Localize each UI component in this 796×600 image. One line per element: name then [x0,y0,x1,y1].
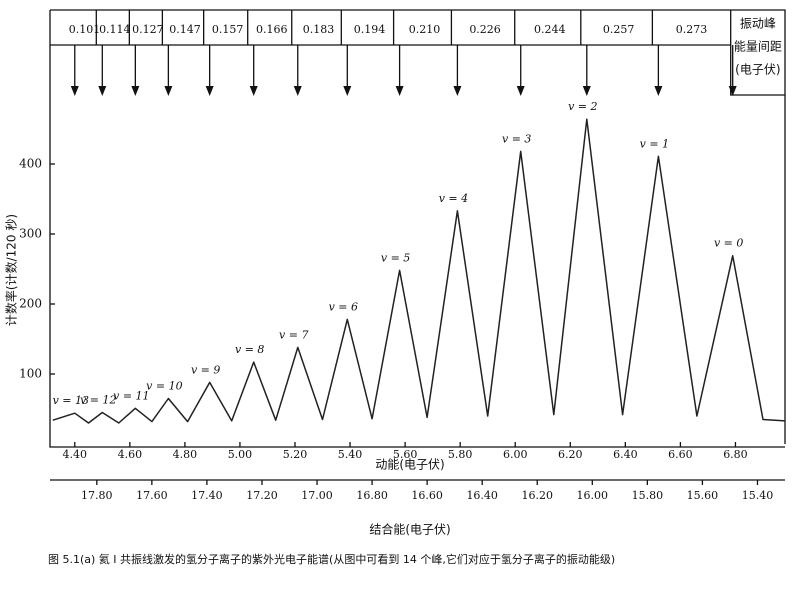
arrow-head [98,86,107,96]
peak-label: v = 2 [568,100,597,113]
spacing-title: 振动峰 [740,17,776,31]
x2-tick-label: 17.40 [191,489,223,502]
arrow-head [343,86,352,96]
x2-tick-label: 17.80 [81,489,113,502]
x2-axis-label: 结合能(电子伏) [369,522,450,537]
peak-label: v = 10 [146,380,182,393]
spacing-value: 0.210 [409,23,441,36]
arrow-head [395,86,404,96]
peak-label: v = 6 [329,300,358,313]
spacing-value: 0.183 [303,23,335,36]
x-tick-label: 4.60 [118,448,143,461]
arrow-head [453,86,462,96]
x2-tick-label: 16.80 [356,489,388,502]
x-tick-label: 5.00 [228,448,253,461]
spacing-value: 0.194 [354,23,386,36]
peak-label: v = 3 [502,132,531,145]
arrow-head [249,86,258,96]
x-tick-label: 6.00 [503,448,528,461]
spacing-value: 0.257 [603,23,635,36]
peak-label: v = 12 [80,394,116,407]
spacing-value: 0.157 [212,23,244,36]
x-tick-label: 5.40 [338,448,363,461]
spacing-box [50,10,785,96]
x2-tick-label: 15.40 [742,489,774,502]
y-axis-label: 计数率(计数/120 秒) [4,214,19,326]
x-tick-label: 5.20 [283,448,308,461]
arrow-head [205,86,214,96]
x-tick-label: 4.40 [63,448,88,461]
x2-tick-label: 17.20 [246,489,278,502]
x2-tick-label: 16.40 [466,489,498,502]
x-tick-label: 6.20 [558,448,583,461]
y-tick-label: 400 [19,157,42,171]
spacing-value: 0.226 [469,23,501,36]
x2-tick-label: 16.00 [577,489,609,502]
y-tick-label: 200 [19,297,42,311]
caption: 图 5.1(a) 氦 I 共振线激发的氢分子离子的紫外光电子能谱(从图中可看到 … [48,552,615,566]
spectrum-line [52,118,786,424]
peak-label: v = 13 [53,394,89,407]
x-tick-label: 6.60 [668,448,693,461]
peak-label: v = 1 [640,137,669,150]
spacing-value: 0.147 [169,23,201,36]
arrow-head [164,86,173,96]
x-tick-label: 6.40 [613,448,638,461]
x2-tick-label: 17.00 [301,489,333,502]
arrow-head [582,86,591,96]
y-tick-label: 100 [19,367,42,381]
spacing-value: 0.101 [69,23,101,36]
x2-tick-label: 17.60 [136,489,168,502]
x-tick-label: 5.80 [448,448,473,461]
spacing-title: (电子伏) [735,63,780,77]
peak-label: v = 8 [235,343,264,356]
arrow-head [70,86,79,96]
x-tick-label: 5.60 [393,448,418,461]
x2-tick-label: 16.60 [411,489,443,502]
arrow-head [654,86,663,96]
spacing-value: 0.114 [99,23,131,36]
x2-tick-label: 15.60 [687,489,719,502]
spacing-value: 0.127 [132,23,164,36]
peak-label: v = 9 [191,363,220,376]
spacing-value: 0.166 [256,23,288,36]
x2-tick-label: 16.20 [521,489,553,502]
y-tick-label: 300 [19,227,42,241]
arrow-head [293,86,302,96]
peak-label: v = 4 [439,192,468,205]
peak-label: v = 11 [113,389,149,402]
arrow-head [131,86,140,96]
spacing-title: 能量间距 [734,40,782,54]
peak-label: v = 0 [714,237,743,250]
x-tick-label: 4.80 [173,448,198,461]
spacing-value: 0.244 [534,23,566,36]
x-tick-label: 6.80 [723,448,748,461]
arrow-head [516,86,525,96]
peak-label: v = 7 [279,328,308,341]
plot-frame [49,9,786,448]
peak-label: v = 5 [381,251,410,264]
spacing-value: 0.273 [676,23,708,36]
x-axis-label: 动能(电子伏) [375,458,444,472]
x2-tick-label: 15.80 [632,489,664,502]
